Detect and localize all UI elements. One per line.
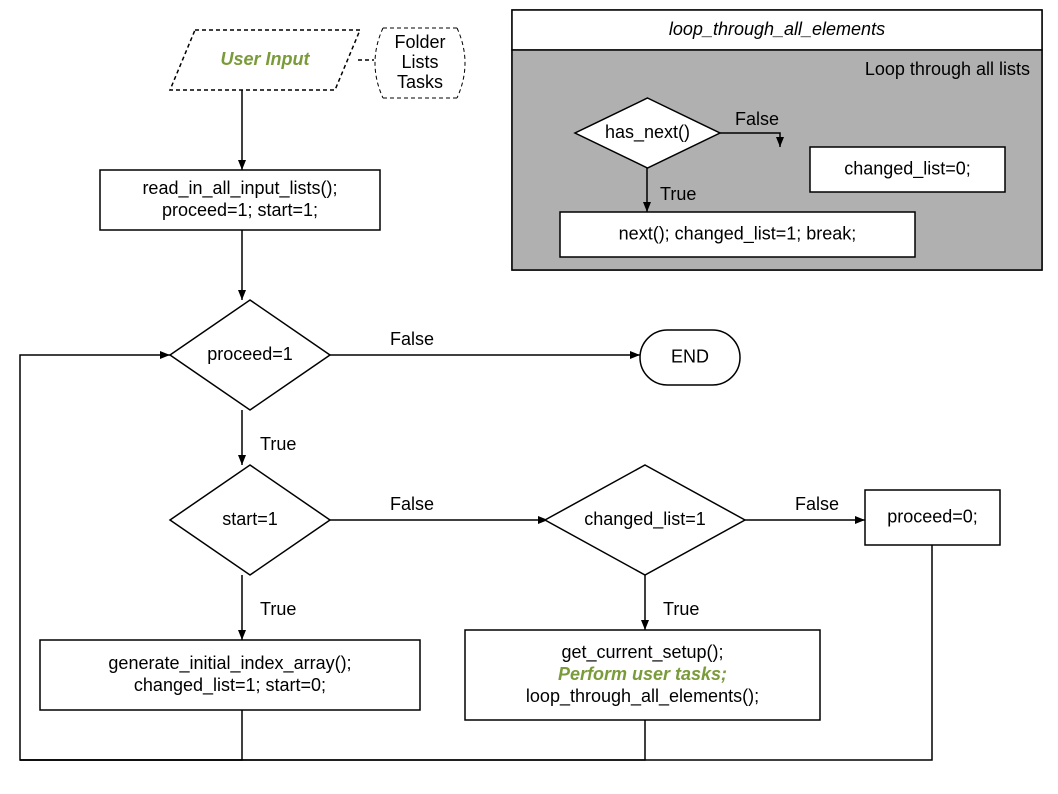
svg-text:has_next(): has_next() xyxy=(605,122,690,143)
svg-text:generate_initial_index_array(): generate_initial_index_array(); xyxy=(108,653,351,674)
flowchart-diagram: loop_through_all_elements Loop through al… xyxy=(0,0,1058,794)
svg-text:get_current_setup();: get_current_setup(); xyxy=(561,642,723,663)
svg-text:True: True xyxy=(660,184,696,204)
svg-text:False: False xyxy=(390,329,434,349)
svg-text:True: True xyxy=(663,599,699,619)
svg-text:Lists: Lists xyxy=(401,52,438,72)
svg-text:loop_through_all_elements();: loop_through_all_elements(); xyxy=(526,686,759,707)
svg-text:False: False xyxy=(390,494,434,514)
svg-text:User Input: User Input xyxy=(220,49,310,69)
svg-text:Loop through all lists: Loop through all lists xyxy=(865,59,1030,79)
svg-text:changed_list=1: changed_list=1 xyxy=(584,509,706,530)
svg-text:False: False xyxy=(795,494,839,514)
svg-text:read_in_all_input_lists();: read_in_all_input_lists(); xyxy=(142,178,337,199)
svg-text:Folder: Folder xyxy=(394,32,445,52)
svg-text:Tasks: Tasks xyxy=(397,72,443,92)
svg-text:start=1: start=1 xyxy=(222,509,278,529)
svg-text:False: False xyxy=(735,109,779,129)
svg-text:loop_through_all_elements: loop_through_all_elements xyxy=(669,19,885,39)
svg-text:changed_list=0;: changed_list=0; xyxy=(844,158,971,179)
svg-text:proceed=1: proceed=1 xyxy=(207,344,293,364)
svg-text:END: END xyxy=(671,346,709,366)
svg-text:True: True xyxy=(260,434,296,454)
svg-text:proceed=1; start=1;: proceed=1; start=1; xyxy=(162,200,318,220)
svg-text:Perform user tasks;: Perform user tasks; xyxy=(558,664,727,684)
svg-text:next(); changed_list=1; break;: next(); changed_list=1; break; xyxy=(619,223,857,244)
svg-text:True: True xyxy=(260,599,296,619)
svg-text:proceed=0;: proceed=0; xyxy=(887,506,978,526)
svg-text:changed_list=1; start=0;: changed_list=1; start=0; xyxy=(134,675,326,696)
